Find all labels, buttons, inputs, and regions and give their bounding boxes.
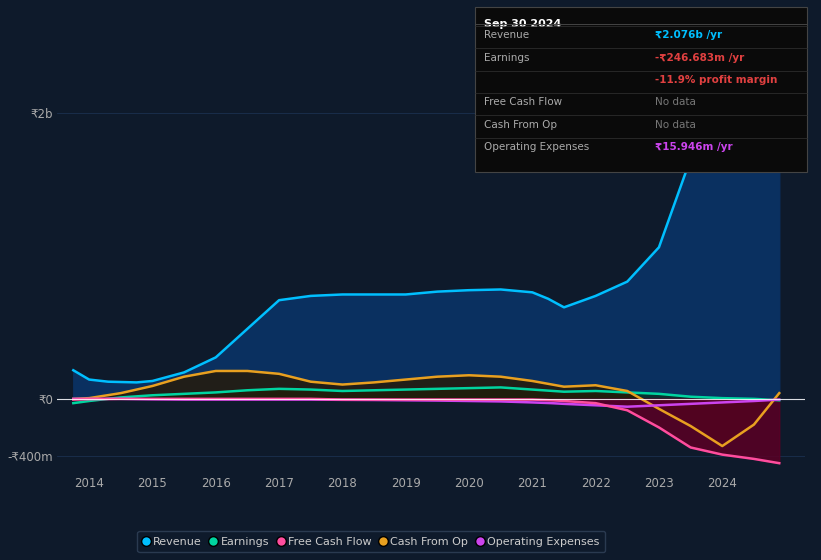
Text: No data: No data [655, 97, 696, 108]
Legend: Revenue, Earnings, Free Cash Flow, Cash From Op, Operating Expenses: Revenue, Earnings, Free Cash Flow, Cash … [137, 531, 605, 552]
Text: -11.9% profit margin: -11.9% profit margin [655, 75, 777, 85]
Text: No data: No data [655, 120, 696, 130]
Text: Revenue: Revenue [484, 30, 530, 40]
Text: Operating Expenses: Operating Expenses [484, 142, 589, 152]
Text: Sep 30 2024: Sep 30 2024 [484, 19, 562, 29]
Text: ₹15.946m /yr: ₹15.946m /yr [655, 142, 733, 152]
Text: -₹246.683m /yr: -₹246.683m /yr [655, 53, 745, 63]
Text: ₹2.076b /yr: ₹2.076b /yr [655, 30, 722, 40]
Text: Free Cash Flow: Free Cash Flow [484, 97, 562, 108]
Text: Earnings: Earnings [484, 53, 530, 63]
Text: Cash From Op: Cash From Op [484, 120, 557, 130]
